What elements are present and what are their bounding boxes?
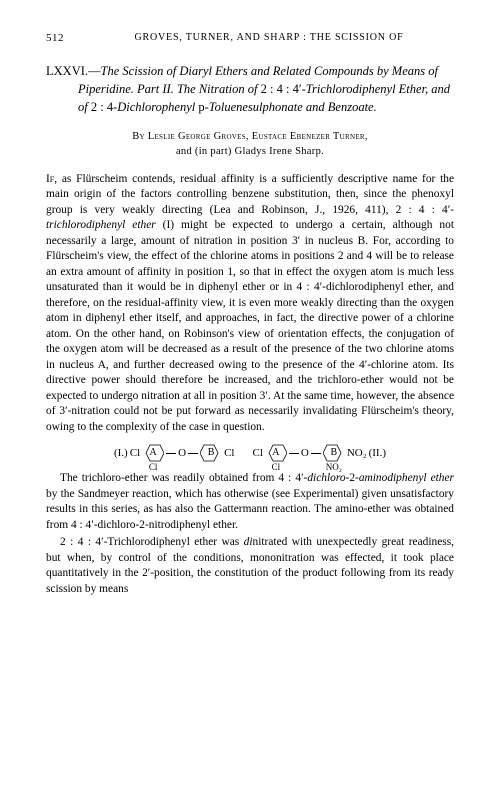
cl-left: Cl <box>130 446 140 461</box>
no2-right: NO₂ <box>347 446 367 461</box>
title-plain-1: 2 : 4 : 4′- <box>261 82 306 96</box>
paragraph-3: 2 : 4 : 4′-Trichlorodiphenyl ether was d… <box>46 535 454 597</box>
structure-2-label: (II.) <box>369 446 386 461</box>
ring-a-1: A <box>142 443 164 463</box>
structure-1: (I.) Cl A Cl O B Cl <box>114 443 235 463</box>
authors: By Leslie George Groves, Eustace Ebeneze… <box>46 130 454 159</box>
authors-line-2: and (in part) Gladys Irene Sharp. <box>176 146 324 157</box>
hexagon-icon <box>265 443 287 463</box>
cl-below-a-2: Cl <box>272 461 281 473</box>
cl-right-1: Cl <box>224 446 234 461</box>
title-plain-3: p- <box>198 100 208 114</box>
no2-below-b-2: NO₂ <box>326 461 342 473</box>
ring-a-2: A <box>265 443 287 463</box>
bond-icon <box>166 453 176 454</box>
cl-below-a-1: Cl <box>149 461 158 473</box>
bond-icon <box>289 453 299 454</box>
bond-icon <box>311 453 321 454</box>
title-part-4: Toluenesulphonate and Benzoate. <box>209 100 377 114</box>
title-roman: LXXVI.— <box>46 64 101 78</box>
oxygen-1: O <box>178 446 186 461</box>
running-head: GROVES, TURNER, AND SHARP : THE SCISSION… <box>84 32 454 44</box>
hexagon-icon <box>323 443 345 463</box>
oxygen-2: O <box>301 446 309 461</box>
cl-left-2: Cl <box>253 446 263 461</box>
bond-icon <box>188 453 198 454</box>
hexagon-icon <box>142 443 164 463</box>
page-number: 512 <box>46 32 84 44</box>
chemical-structures: (I.) Cl A Cl O B Cl C <box>46 443 454 463</box>
paragraph-2: The trichloro-ether was readily obtained… <box>46 471 454 533</box>
structure-2: Cl A Cl O B NO₂ <box>253 443 387 463</box>
header: 512 GROVES, TURNER, AND SHARP : THE SCIS… <box>46 32 454 44</box>
ring-b-2: B <box>323 443 345 463</box>
title-plain-2: 2 : 4- <box>91 100 117 114</box>
body-text: If, as Flürscheim contends, residual aff… <box>46 172 454 598</box>
authors-line-1: By Leslie George Groves, Eustace Ebeneze… <box>132 131 368 142</box>
title-part-3: Dichlorophenyl <box>117 100 198 114</box>
article-title: LXXVI.—The Scission of Diaryl Ethers and… <box>46 62 454 116</box>
paragraph-1: If, as Flürscheim contends, residual aff… <box>46 172 454 436</box>
structure-1-label: (I.) <box>114 446 128 461</box>
ring-b-1: B <box>200 443 222 463</box>
hexagon-icon <box>200 443 222 463</box>
